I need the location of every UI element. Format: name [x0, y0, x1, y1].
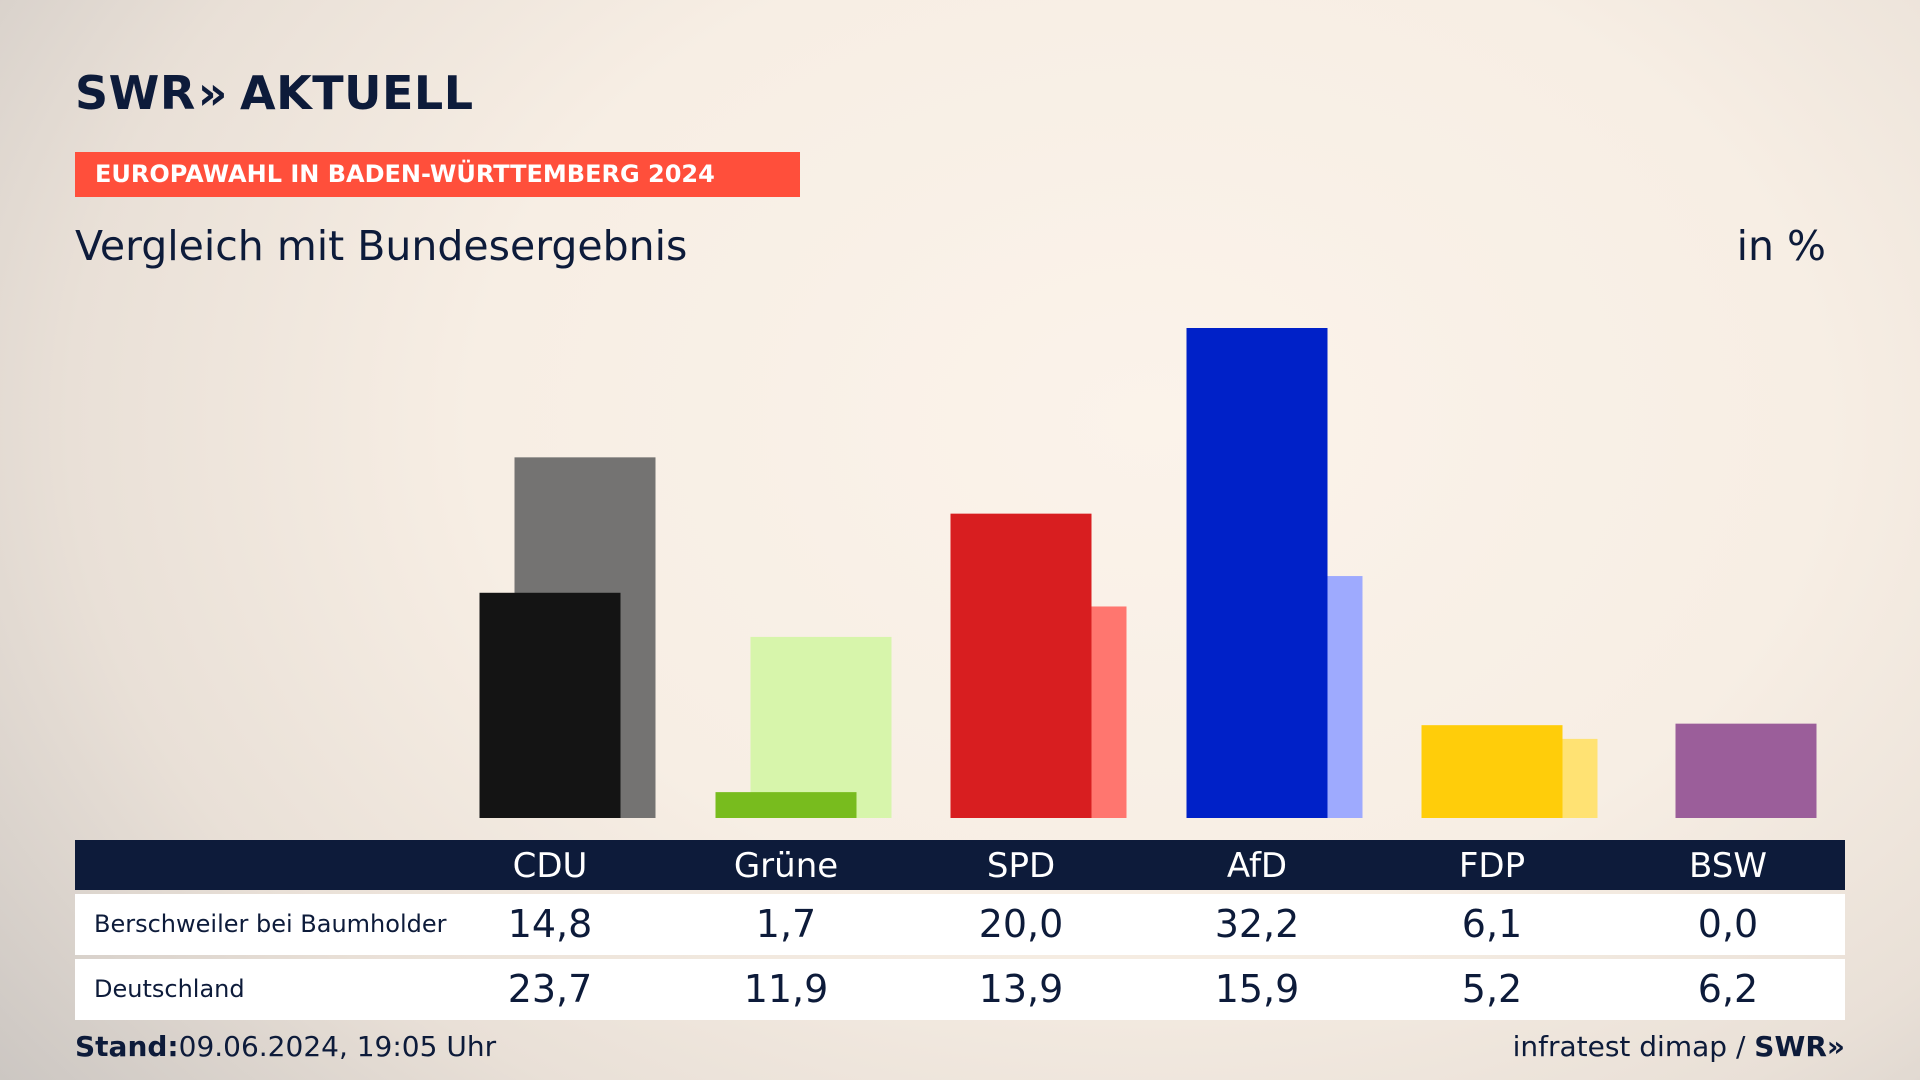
table-header: CDU Grüne SPD AfD FDP BSW	[75, 840, 1845, 890]
source-credit: infratest dimap / SWR»	[1513, 1030, 1845, 1063]
column-header-fdp: FDP	[1458, 846, 1526, 886]
results-table: CDU Grüne SPD AfD FDP BSW Berschweiler b…	[75, 840, 1845, 1020]
table-cell: 32,2	[1214, 902, 1300, 946]
table-cell: 14,8	[507, 902, 593, 946]
bar-national-bsw	[1675, 723, 1817, 818]
table-row: Deutschland 23,7 11,9 13,9 15,9 5,2 6,2	[75, 959, 1845, 1020]
bar-chart	[479, 328, 1817, 818]
table-cell: 6,1	[1461, 902, 1523, 946]
election-banner: EUROPAWAHL IN BADEN-WÜRTTEMBERG 2024	[75, 152, 800, 197]
table-cell: 6,2	[1697, 967, 1759, 1011]
logo-swr: SWR	[75, 66, 196, 120]
column-header-gruene: Grüne	[733, 846, 839, 886]
source-text: infratest dimap /	[1512, 1030, 1746, 1063]
bar-regional-afd	[1186, 328, 1328, 818]
table-cell: 5,2	[1461, 967, 1523, 1011]
unit-label: in %	[1736, 222, 1826, 270]
column-header-spd: SPD	[986, 846, 1056, 886]
column-header-bsw: BSW	[1689, 846, 1767, 886]
column-header-cdu: CDU	[512, 846, 588, 886]
table-cell: 23,7	[507, 967, 593, 1011]
table-cell: 1,7	[755, 902, 817, 946]
table-cell: 20,0	[978, 902, 1064, 946]
stand-label: Stand:	[75, 1030, 179, 1063]
row-label: Deutschland	[94, 975, 245, 1003]
bar-regional-gruene	[715, 792, 857, 818]
bar-regional-cdu	[479, 592, 621, 818]
bar-regional-spd	[950, 513, 1092, 818]
logo-aktuell: AKTUELL	[240, 66, 474, 120]
table-cell: 0,0	[1697, 902, 1759, 946]
row-label: Berschweiler bei Baumholder	[94, 910, 447, 938]
table-cell: 15,9	[1214, 967, 1300, 1011]
table-cell: 13,9	[978, 967, 1064, 1011]
bar-national-gruene	[750, 636, 892, 818]
bar-regional-fdp	[1421, 725, 1563, 818]
table-cell: 11,9	[743, 967, 829, 1011]
timestamp: Stand:09.06.2024, 19:05 Uhr	[75, 1030, 496, 1063]
swr-aktuell-logo: SWR» AKTUELL	[75, 66, 474, 120]
source-brand: SWR»	[1754, 1030, 1845, 1063]
column-header-afd: AfD	[1226, 846, 1288, 886]
stand-value: 09.06.2024, 19:05 Uhr	[178, 1030, 497, 1063]
chart-subtitle: Vergleich mit Bundesergebnis	[75, 222, 688, 270]
logo-chevrons: »	[197, 66, 229, 120]
table-row: Berschweiler bei Baumholder 14,8 1,7 20,…	[75, 894, 1845, 955]
